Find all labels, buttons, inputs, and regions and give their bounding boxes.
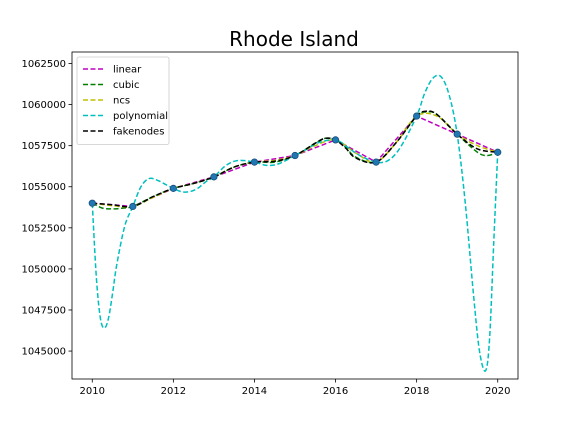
y-tick-label: 1052500 xyxy=(21,223,66,234)
x-tick-label: 2020 xyxy=(485,386,510,397)
data-point xyxy=(210,173,218,181)
y-tick-label: 1047500 xyxy=(21,305,66,316)
data-point xyxy=(291,151,299,160)
y-tick-label: 1060000 xyxy=(21,100,66,111)
data-point xyxy=(169,184,177,192)
y-tick-label: 1062500 xyxy=(21,59,66,70)
legend-label-fakenodes: fakenodes xyxy=(113,127,164,138)
x-tick-label: 2012 xyxy=(161,386,186,397)
y-tick-label: 1055000 xyxy=(21,182,66,193)
y-tick-label: 1050000 xyxy=(21,264,66,275)
data-point xyxy=(250,158,259,166)
chart-title: Rhode Island xyxy=(229,27,359,51)
plot-frame xyxy=(71,51,519,380)
data-point xyxy=(413,112,421,120)
y-tick-label: 1057500 xyxy=(21,141,66,152)
data-point xyxy=(494,148,502,156)
y-tick-label: 1045000 xyxy=(21,347,66,358)
legend: linear cubic ncs polynomial fakenodes xyxy=(76,56,170,145)
x-tick-label: 2016 xyxy=(323,386,348,397)
data-point xyxy=(372,158,380,166)
data-point xyxy=(331,136,340,144)
x-tick-label: 2010 xyxy=(80,386,105,397)
legend-label-cubic: cubic xyxy=(113,80,139,91)
legend-label-linear: linear xyxy=(113,65,142,76)
data-point xyxy=(88,199,96,207)
legend-label-ncs: ncs xyxy=(113,96,130,107)
data-point xyxy=(453,130,461,138)
legend-box xyxy=(76,56,170,145)
x-tick-label: 2014 xyxy=(242,386,267,397)
data-point xyxy=(129,202,137,211)
legend-label-polynomial: polynomial xyxy=(113,111,168,122)
points-layer xyxy=(88,112,502,211)
y-axis: 1045000 1047500 1050000 1052500 1055000 10575… xyxy=(21,59,72,358)
x-tick-label: 2018 xyxy=(404,386,429,397)
x-axis: 2010 2012 2014 2016 2018 2020 xyxy=(80,379,510,397)
